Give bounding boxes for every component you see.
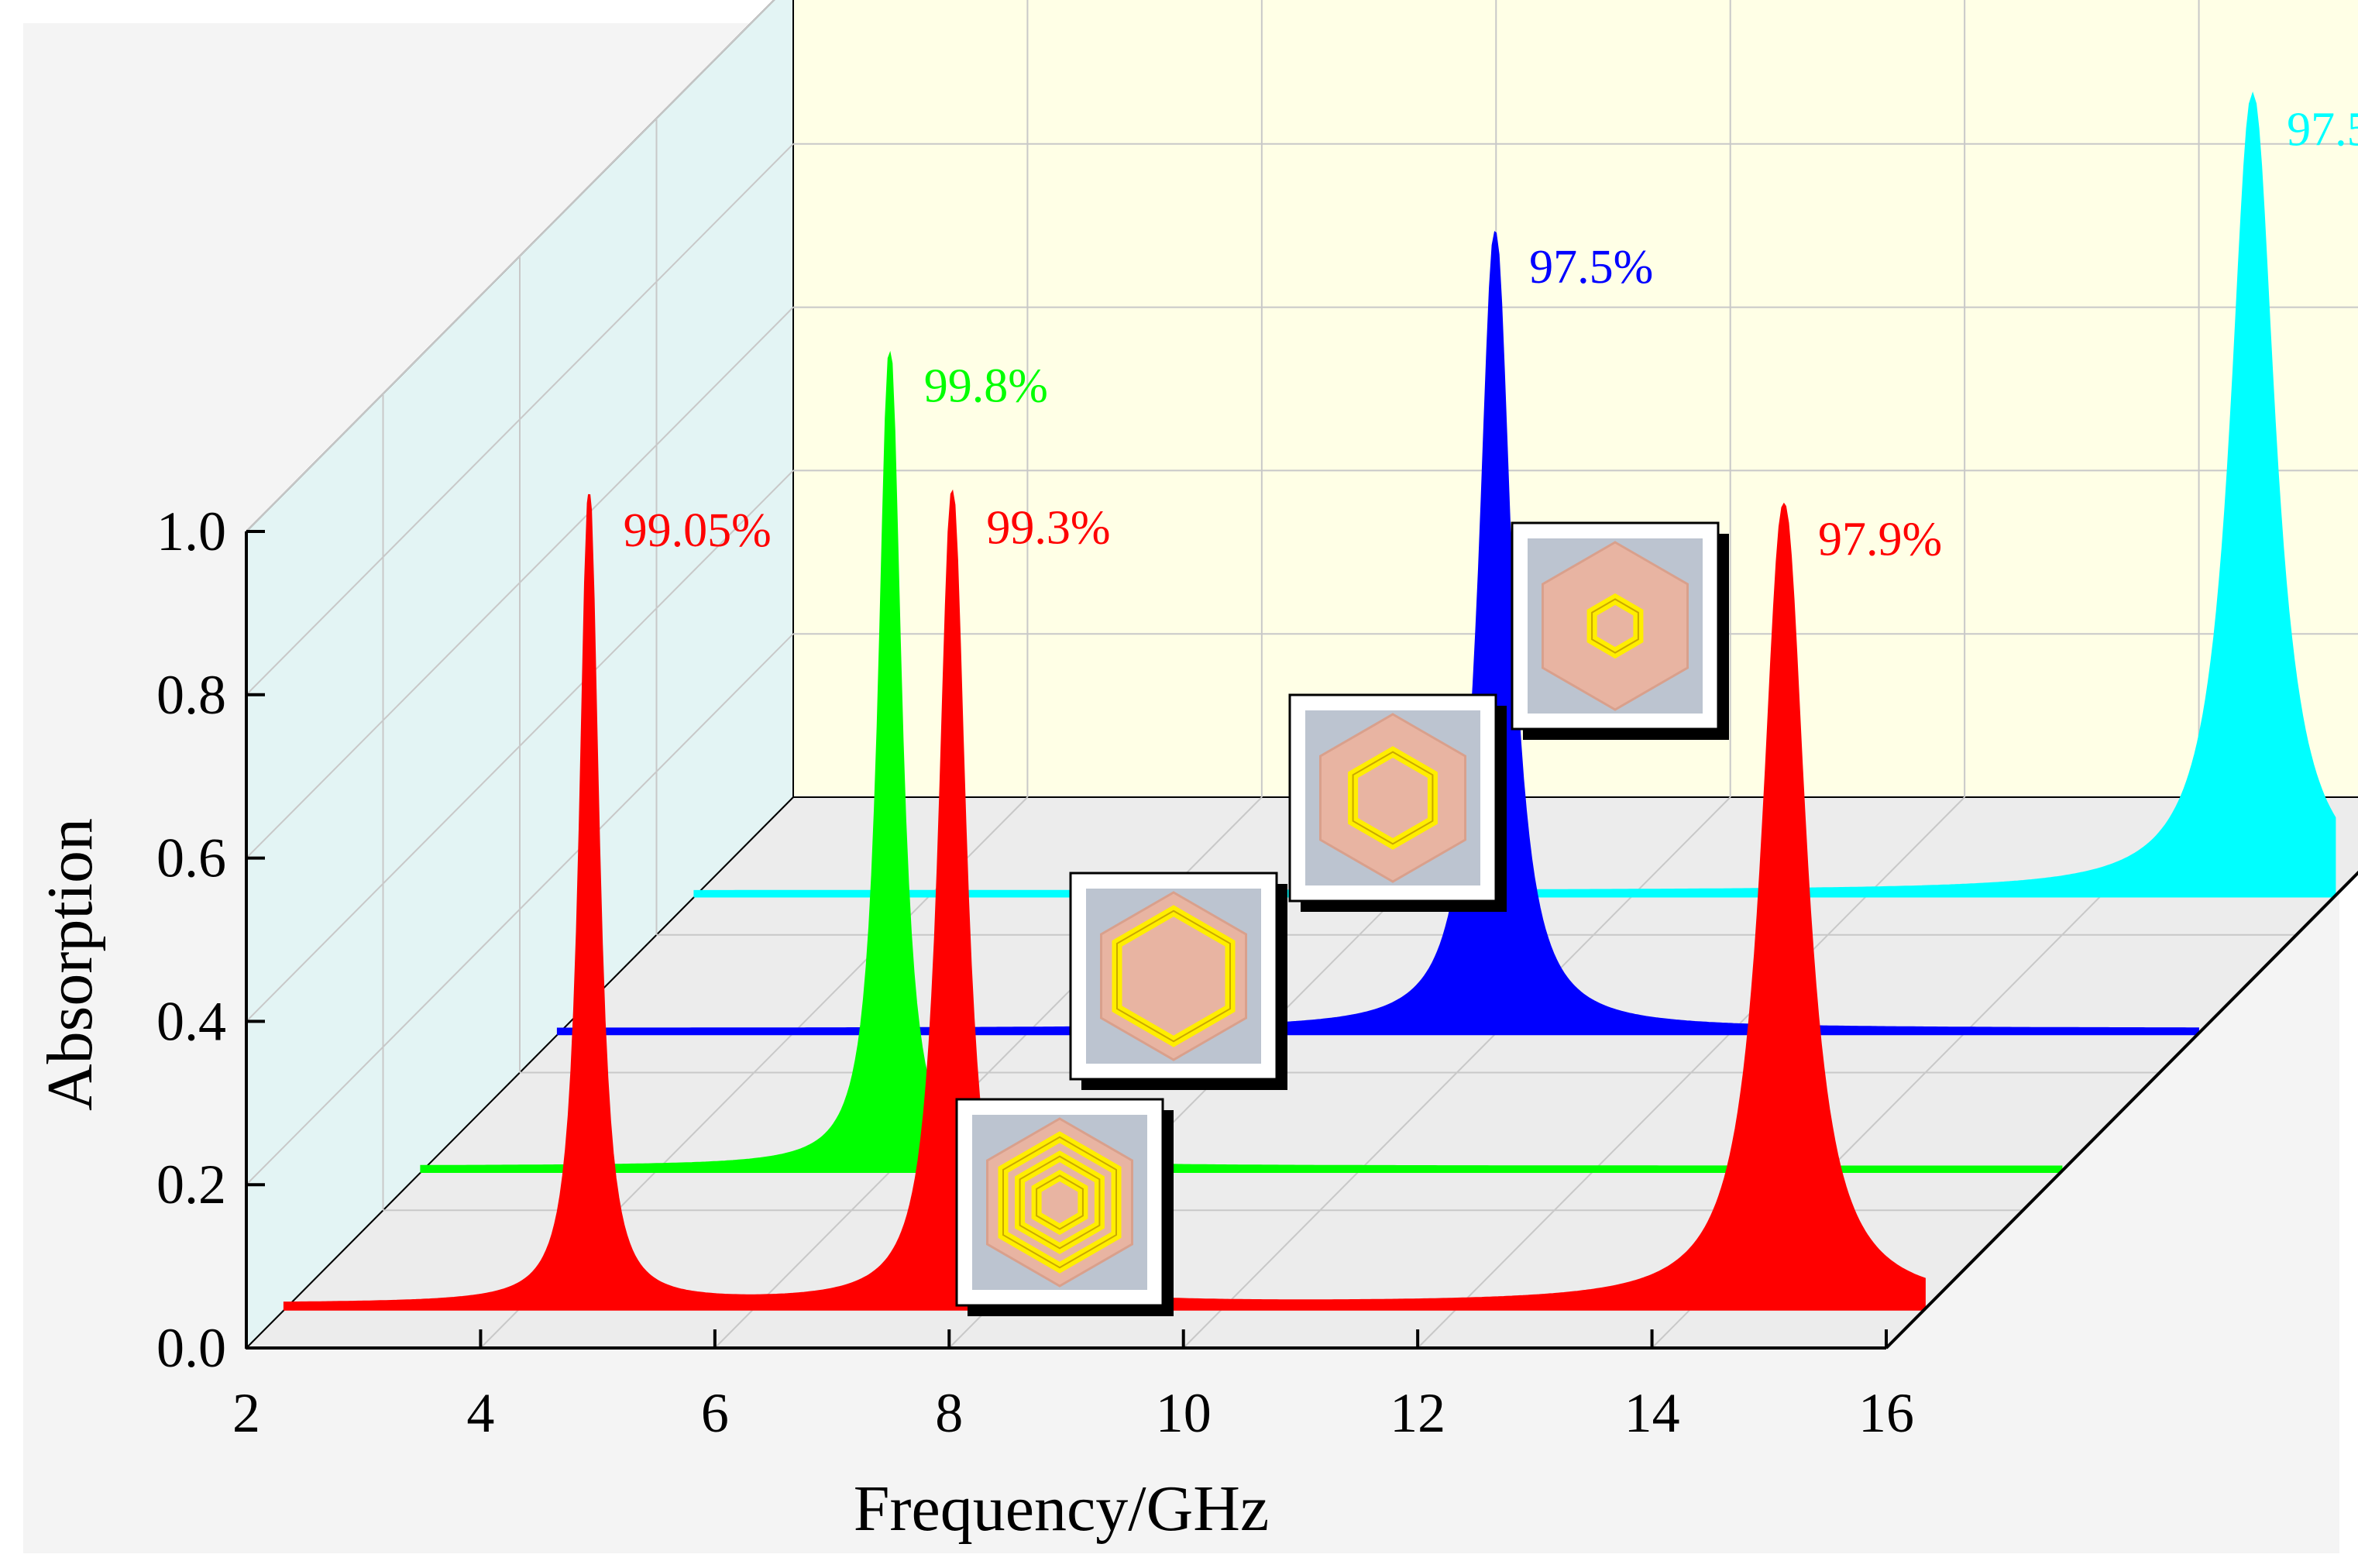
peak-label: 97.9% — [1818, 513, 1942, 566]
y-tick-label: 0.8 — [156, 664, 226, 726]
x-axis-title: Frequency/GHz — [854, 1473, 1269, 1545]
x-tick-label: 8 — [935, 1382, 963, 1444]
peak-label: 99.3% — [986, 502, 1110, 555]
y-tick-label: 0.6 — [156, 827, 226, 889]
y-tick-label: 0.2 — [156, 1154, 226, 1216]
peak-label: 97.5% — [1529, 241, 1653, 294]
x-tick-label: 12 — [1390, 1382, 1445, 1444]
x-tick-label: 4 — [466, 1382, 494, 1444]
unit-cell-large-ring-inset — [1069, 872, 1287, 1090]
unit-cell-medium-ring-inset — [1288, 693, 1507, 912]
unit-cell-small-ring-inset — [1511, 521, 1729, 740]
y-tick-label: 0.0 — [156, 1317, 226, 1379]
series-area — [556, 231, 2199, 1036]
x-tick-label: 6 — [701, 1382, 729, 1444]
x-tick-label: 2 — [232, 1382, 260, 1444]
peak-label: 99.05% — [624, 504, 772, 557]
x-tick-label: 10 — [1156, 1382, 1212, 1444]
x-tick-label: 14 — [1624, 1382, 1680, 1444]
y-axis-title: Absorption — [34, 818, 106, 1111]
peak-label: 99.8% — [924, 360, 1048, 413]
y-tick-label: 0.4 — [156, 990, 226, 1052]
x-tick-label: 16 — [1858, 1382, 1914, 1444]
y-tick-label: 1.0 — [156, 500, 226, 562]
unit-cell-combined-inset — [955, 1098, 1174, 1316]
depth-axis-line — [1885, 870, 2358, 1350]
peak-label: 97.5% — [2287, 103, 2358, 156]
